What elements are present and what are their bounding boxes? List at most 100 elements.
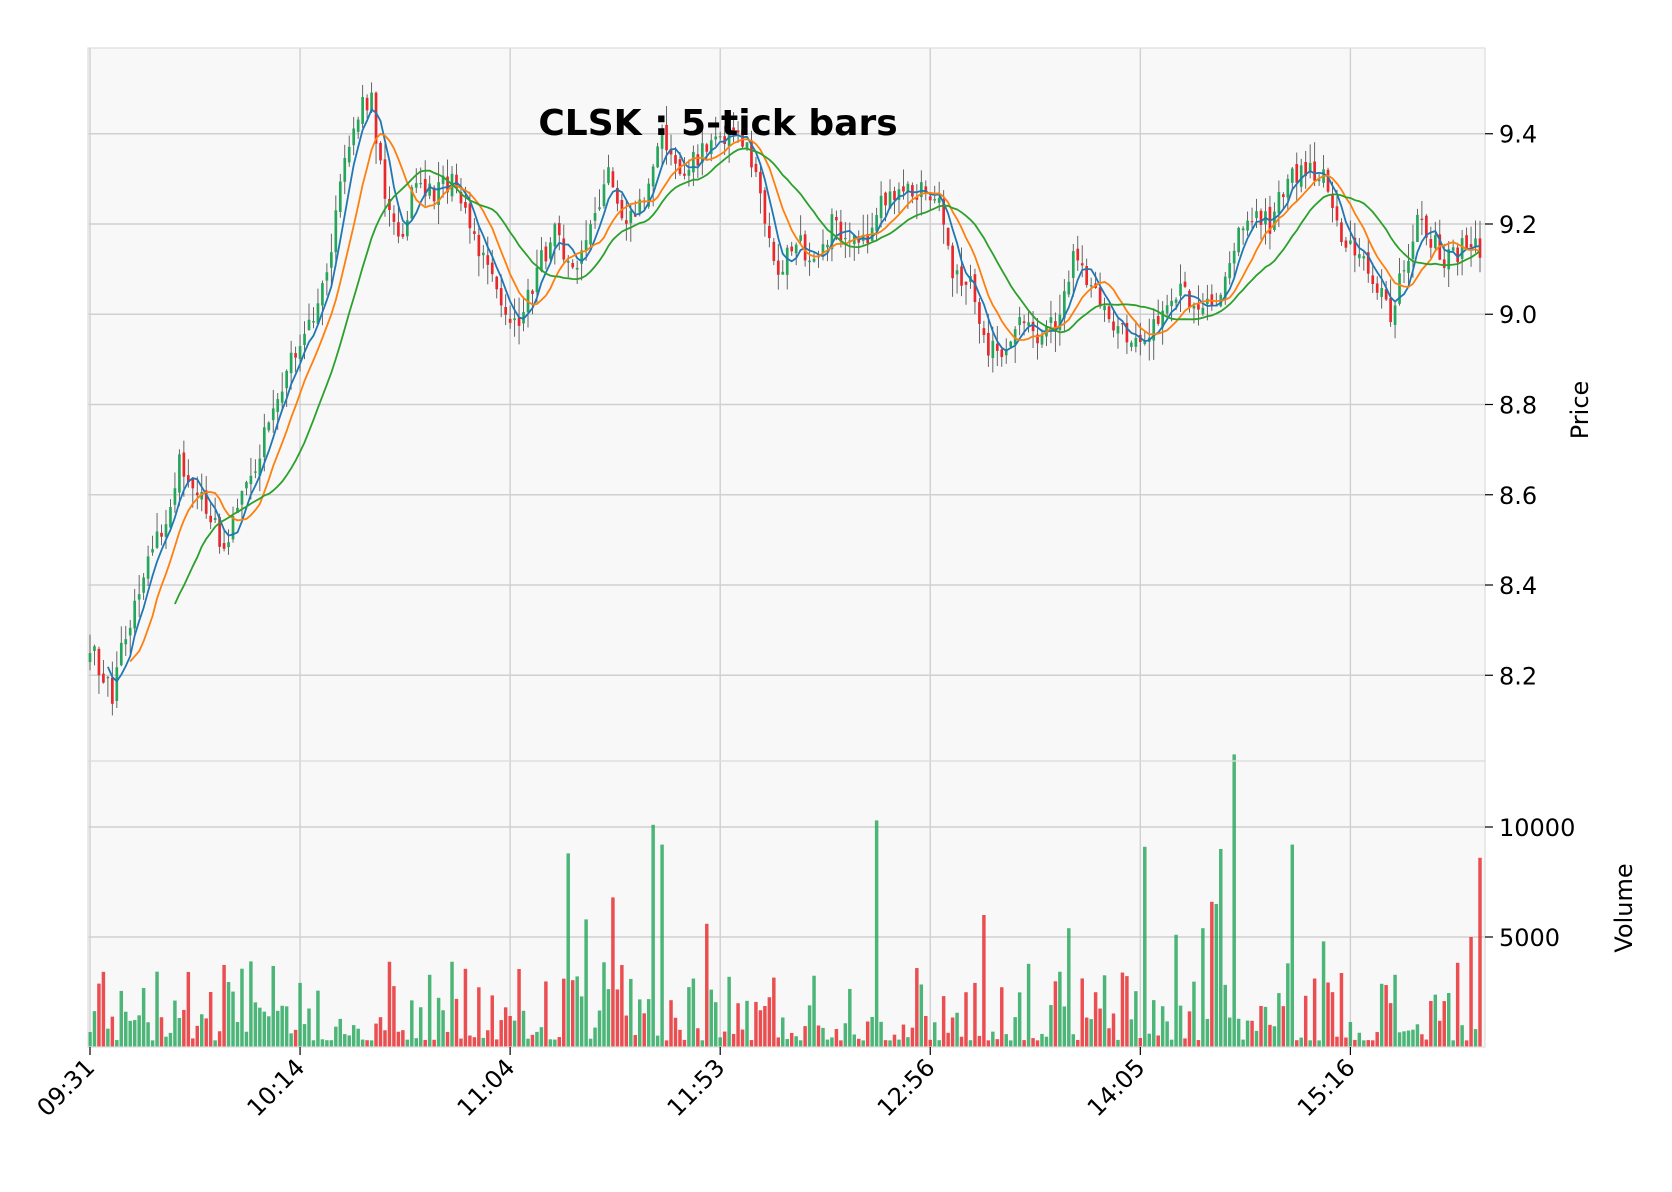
candle-body [821, 244, 825, 254]
candle-body [674, 155, 677, 164]
volume-bar [651, 824, 655, 1047]
candle-body [1027, 322, 1030, 326]
candle-body [1192, 305, 1196, 309]
volume-bar [1129, 1019, 1134, 1047]
volume-bar [687, 987, 691, 1047]
candle-body [414, 183, 418, 188]
volume-bar [1429, 1000, 1433, 1047]
volume-bar [924, 1016, 928, 1047]
volume-bar [696, 1028, 700, 1047]
candle-body [1067, 281, 1071, 295]
volume-bar [1147, 1033, 1151, 1047]
volume-bar [1406, 1030, 1411, 1047]
candle-body [330, 252, 333, 268]
price-axis-label: Price [1566, 381, 1594, 440]
candle-body [271, 408, 275, 421]
volume-bar [271, 965, 275, 1047]
volume-bar [1116, 1039, 1120, 1047]
volume-bar [691, 978, 696, 1047]
candle-body [750, 140, 753, 168]
volume-bar [1178, 1005, 1183, 1047]
volume-bar [713, 1002, 718, 1047]
volume-bar [807, 1005, 812, 1047]
volume-bar [1370, 1040, 1375, 1047]
volume-bar [870, 1016, 874, 1047]
volume-tick-label: 5000 [1499, 924, 1560, 952]
candle-body [343, 157, 347, 182]
candle-body [124, 639, 128, 645]
price-tick-label: 8.6 [1499, 482, 1537, 510]
candle-body [119, 642, 123, 666]
candle-body [111, 677, 114, 704]
volume-bar [298, 982, 302, 1047]
volume-bar [664, 1040, 669, 1047]
candle-body [1089, 285, 1093, 287]
candle-body [405, 220, 409, 237]
candle-body [544, 246, 548, 262]
volume-bar [754, 1001, 758, 1047]
volume-bar [638, 999, 642, 1047]
candle-body [1282, 194, 1285, 198]
candle-body [593, 212, 597, 221]
volume-bar [745, 1000, 749, 1047]
volume-bar [941, 996, 946, 1047]
volume-bar [150, 1040, 155, 1047]
volume-bar [1125, 976, 1129, 1047]
volume-bar [427, 974, 432, 1047]
volume-bar [946, 1032, 950, 1047]
volume-bar [812, 975, 816, 1047]
candle-body [1228, 263, 1232, 279]
candle-body [146, 556, 150, 579]
candle-body [397, 222, 400, 237]
candle-body [549, 242, 552, 259]
candle-body [432, 187, 436, 202]
volume-bar [642, 1013, 646, 1047]
volume-panel-frame [87, 760, 1486, 1048]
volume-bar [1379, 983, 1384, 1047]
candle-body [1134, 337, 1138, 347]
volume-bar [928, 1039, 932, 1047]
volume-bar [1335, 1036, 1339, 1047]
volume-bar [1317, 1040, 1321, 1047]
volume-bar [1107, 1028, 1111, 1047]
candle-body [575, 267, 579, 270]
candle-body [464, 202, 467, 208]
candle-body [709, 140, 713, 154]
volume-bar [1084, 1017, 1089, 1047]
candle-body [142, 577, 145, 593]
candle-body [995, 343, 999, 351]
candle-body [665, 124, 668, 151]
candle-body [1366, 252, 1370, 274]
volume-bar [705, 923, 709, 1047]
volume-tick-label: 10000 [1499, 814, 1575, 842]
candle-body [557, 223, 561, 236]
candle-body [361, 97, 364, 124]
volume-bar [1071, 1034, 1076, 1047]
candle-body [1456, 247, 1459, 263]
volume-bar [1214, 904, 1219, 1047]
candle-body [1013, 329, 1017, 345]
volume-panel [88, 761, 1485, 1047]
volume-bar [1183, 1038, 1187, 1047]
candle-body [911, 185, 914, 197]
volume-bar [682, 1039, 687, 1047]
volume-bar [660, 844, 664, 1047]
candle-body [1362, 256, 1366, 259]
volume-bar [1062, 1006, 1067, 1047]
volume-bar [1268, 1024, 1272, 1047]
volume-bar [897, 1039, 901, 1047]
volume-bar [1187, 1011, 1192, 1047]
volume-bar [401, 1030, 405, 1047]
candle-body [477, 234, 481, 257]
volume-axis-label: Volume [1610, 863, 1638, 952]
volume-bar [865, 1021, 870, 1047]
candle-body [875, 215, 878, 232]
chart-title: CLSK : 5-tick bars [538, 103, 897, 144]
candle-body [1465, 235, 1468, 248]
candle-body [714, 136, 718, 140]
moving-average-line [107, 108, 1481, 683]
candle-body [254, 471, 257, 473]
volume-bar [1326, 982, 1330, 1047]
candle-body [495, 276, 499, 290]
volume-bar [1339, 973, 1344, 1047]
